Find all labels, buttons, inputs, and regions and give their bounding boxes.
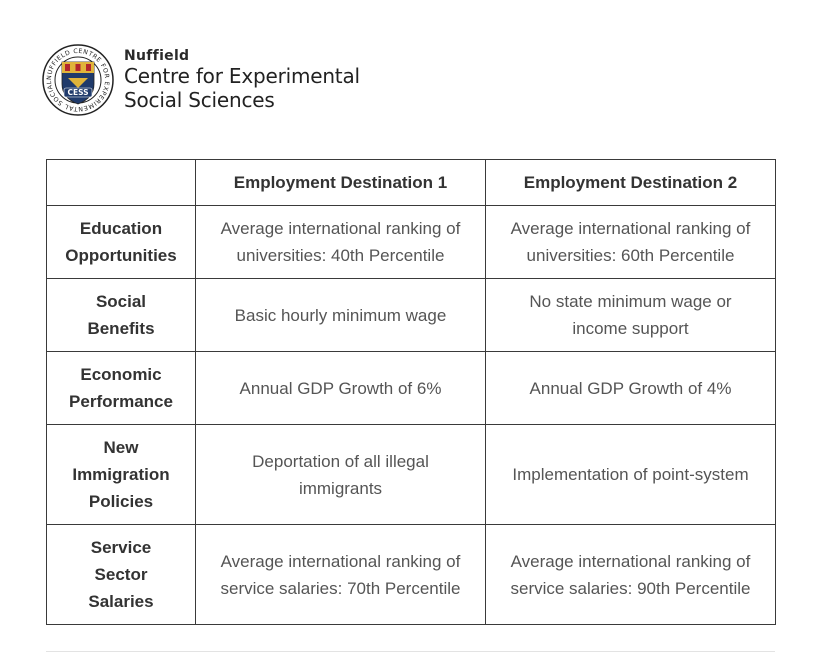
cell-text-line: Average international ranking of <box>220 219 461 238</box>
logo-badge-text: CESS <box>67 88 88 97</box>
header-cell-empty <box>46 159 196 206</box>
row-label-line: Economic <box>80 365 162 384</box>
destination-2-cell: Average international ranking of service … <box>485 524 776 625</box>
row-label-cell: Economic Performance <box>46 351 196 425</box>
cell-text-line: Average international ranking of <box>220 551 461 571</box>
row-label-line: Performance <box>69 392 173 411</box>
row-label-line: Salaries <box>88 592 154 611</box>
destination-1-cell: Basic hourly minimum wage <box>195 278 486 352</box>
destination-2-cell: No state minimum wage or income support <box>485 278 776 352</box>
row-label-line: Policies <box>88 492 154 511</box>
cell-text-line: Annual GDP Growth of 4% <box>529 378 732 398</box>
table-row: Economic Performance Annual GDP Growth of … <box>46 351 776 425</box>
table-body: Education Opportunities Average internatio… <box>46 205 776 625</box>
brand-small-text: Nuffield <box>124 48 190 64</box>
row-label-line: Benefits <box>87 319 155 338</box>
row-label-line: Opportunities <box>65 246 177 265</box>
row-label-line: Education <box>79 219 163 238</box>
footer-divider <box>46 651 775 652</box>
cell-text-line: No state minimum wage or <box>529 292 732 311</box>
cess-logo-icon[interactable]: NUFFIELD CENTRE FOR EXPERIMENTAL SOCIAL … <box>42 44 114 116</box>
cell-text-line: service salaries: 90th Percentile <box>510 578 751 598</box>
row-label-line: Immigration <box>72 465 170 484</box>
destination-2-cell: Annual GDP Growth of 4% <box>485 351 776 425</box>
table-row: Social Benefits Basic hourly minimum wage N… <box>46 278 776 352</box>
row-label-cell: Education Opportunities <box>46 205 196 279</box>
row-label-cell: Service Sector Salaries <box>46 524 196 625</box>
destination-1-cell: Average international ranking of universi… <box>195 205 486 279</box>
row-label-line: Sector <box>94 565 148 584</box>
cell-text-line: income support <box>572 319 689 338</box>
destination-1-cell: Average international ranking of service … <box>195 524 486 625</box>
destination-2-cell: Average international ranking of universi… <box>485 205 776 279</box>
row-label-cell: New Immigration Policies <box>46 424 196 525</box>
table-row: New Immigration Policies Deportation of all… <box>46 424 776 525</box>
cell-text-line: Implementation of point-system <box>512 465 749 484</box>
cell-text-line: Average international ranking of <box>510 551 751 571</box>
brand-line-2: Social Sciences <box>124 88 275 112</box>
brand-line-1: Centre for Experimental <box>124 64 360 88</box>
cell-text-line: Deportation of all illegal <box>252 451 429 471</box>
table-header-row: Employment Destination 1 Employment Dest… <box>46 159 776 206</box>
row-label-line: New <box>103 438 139 457</box>
header-cell-destination-2: Employment Destination 2 <box>485 159 776 206</box>
cell-text-line: Average international ranking of <box>510 219 751 238</box>
row-label-line: Social <box>95 292 147 311</box>
cell-text-line: Basic hourly minimum wage <box>234 305 447 325</box>
site-header: NUFFIELD CENTRE FOR EXPERIMENTAL SOCIAL … <box>42 44 442 116</box>
cell-text-line: universities: 40th Percentile <box>236 246 445 265</box>
cell-text-line: Annual GDP Growth of 6% <box>239 378 442 398</box>
cell-text-line: service salaries: 70th Percentile <box>220 578 461 598</box>
row-label-line: Service <box>90 538 152 557</box>
comparison-table: Employment Destination 1 Employment Dest… <box>46 159 776 625</box>
destination-1-cell: Annual GDP Growth of 6% <box>195 351 486 425</box>
cell-text-line: immigrants <box>298 478 383 498</box>
row-label-cell: Social Benefits <box>46 278 196 352</box>
brand-wordmark[interactable]: Nuffield Centre for Experimental Social … <box>124 48 360 112</box>
destination-1-cell: Deportation of all illegal immigrants <box>195 424 486 525</box>
table-row: Service Sector Salaries Average internation… <box>46 524 776 625</box>
cell-text-line: universities: 60th Percentile <box>526 246 735 265</box>
destination-2-cell: Implementation of point-system <box>485 424 776 525</box>
table-row: Education Opportunities Average internatio… <box>46 205 776 279</box>
header-cell-destination-1: Employment Destination 1 <box>195 159 486 206</box>
